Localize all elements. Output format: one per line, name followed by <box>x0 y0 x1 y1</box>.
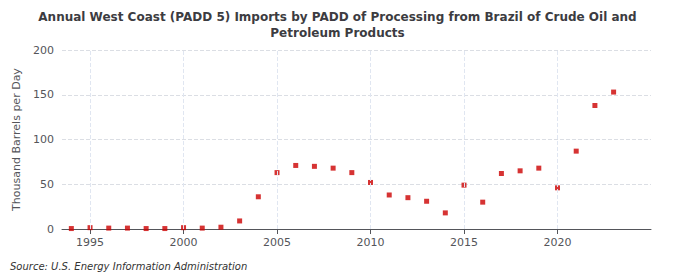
svg-text:0: 0 <box>47 223 54 236</box>
svg-text:150: 150 <box>33 88 54 101</box>
svg-text:50: 50 <box>40 178 54 191</box>
svg-text:200: 200 <box>33 44 54 57</box>
svg-text:2010: 2010 <box>357 236 385 249</box>
svg-text:2020: 2020 <box>544 236 572 249</box>
svg-text:Source: U.S. Energy Informatio: Source: U.S. Energy Information Administ… <box>10 261 247 272</box>
svg-text:2005: 2005 <box>263 236 291 249</box>
svg-text:Thousand Barrels per Day: Thousand Barrels per Day <box>10 68 23 212</box>
svg-text:Petroleum Products: Petroleum Products <box>270 26 404 40</box>
svg-text:1995: 1995 <box>76 236 104 249</box>
svg-text:2015: 2015 <box>450 236 478 249</box>
svg-text:Annual West Coast (PADD 5) Imp: Annual West Coast (PADD 5) Imports by PA… <box>38 10 636 24</box>
svg-text:2000: 2000 <box>170 236 198 249</box>
svg-text:100: 100 <box>33 133 54 146</box>
